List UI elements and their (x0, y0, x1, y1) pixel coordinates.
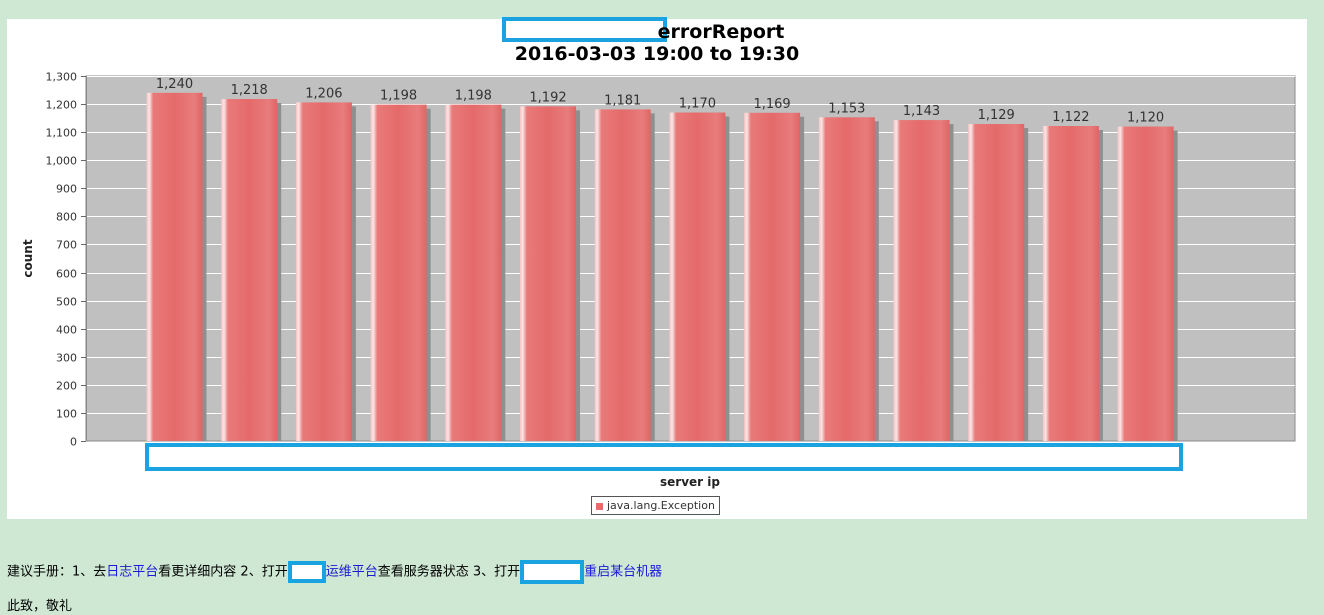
y-tick-label: 500 (56, 296, 77, 309)
bar (295, 102, 352, 442)
bar (370, 104, 427, 441)
bar-value-label: 1,120 (1127, 111, 1164, 126)
y-axis-label: count (21, 239, 35, 277)
y-tick-label: 400 (56, 324, 77, 337)
y-tick-label: 900 (56, 183, 77, 196)
bar-value-label: 1,153 (828, 101, 865, 116)
chart-subtitle: 2016-03-03 19:00 to 19:30 (514, 43, 800, 65)
redacted-inline-2 (520, 560, 585, 584)
y-tick-label: 200 (56, 380, 77, 393)
bar (744, 112, 801, 442)
y-tick-label: 100 (56, 408, 77, 421)
bar (445, 104, 502, 441)
y-tick-label: 700 (56, 239, 77, 252)
advice-manual: 建议手册：1、去日志平台看更详细内容 2、打开 运维平台查看服务器状态 3、打开 重… (7, 560, 662, 584)
bar-value-label: 1,181 (604, 93, 641, 108)
y-tick-label: 0 (70, 436, 77, 449)
chart-title: errorReport (7, 21, 1307, 43)
bar-value-label: 1,198 (380, 89, 417, 104)
chart-card: errorReport 2016-03-03 19:00 to 19:30 0 1… (7, 17, 1307, 519)
bar (146, 92, 203, 441)
legend-label: java.lang.Exception (607, 499, 715, 512)
bar-value-label: 1,143 (903, 104, 940, 119)
bar (968, 124, 1025, 441)
bar-value-label: 1,170 (679, 97, 716, 112)
y-tick-label: 1,200 (46, 99, 78, 112)
redacted-x-axis-labels (145, 443, 1183, 471)
legend-swatch (596, 502, 603, 510)
y-tick-label: 1,100 (46, 127, 78, 140)
bar-value-label: 1,206 (305, 86, 342, 101)
y-tick-label: 1,300 (46, 71, 78, 84)
redacted-title-block (502, 17, 667, 42)
bar-value-label: 1,169 (753, 97, 790, 112)
y-tick-label: 800 (56, 211, 77, 224)
bar (1042, 125, 1099, 441)
chart-legend: java.lang.Exception (591, 496, 720, 515)
closing-line: 此致，敬礼 (7, 599, 73, 614)
bar (1117, 126, 1174, 442)
advice-part2: 看更详细内容 2、打开 (158, 564, 288, 580)
bar (594, 109, 651, 442)
bar-value-label: 1,218 (231, 83, 268, 98)
advice-prefix: 建议手册：1、去 (7, 564, 107, 580)
advice-part3: 查看服务器状态 3、打开 (377, 564, 521, 580)
bar (520, 106, 576, 442)
bar (818, 117, 875, 442)
bar-value-label: 1,240 (156, 77, 193, 92)
log-platform-link[interactable]: 日志平台 (106, 564, 159, 580)
x-axis-label: server ip (660, 475, 720, 489)
restart-machine-link[interactable]: 重启某台机器 (584, 564, 663, 580)
bar-chart: 0 100 200 300 400 500 600 700 800 900 1,000 1,100 1,… (21, 71, 1296, 489)
y-tick-label: 300 (56, 352, 77, 365)
chart-title-text: errorReport (657, 21, 785, 43)
redacted-inline-1 (287, 561, 326, 583)
y-tick-label: 600 (56, 268, 77, 281)
bar-value-label: 1,198 (455, 89, 492, 104)
bar (893, 120, 950, 441)
ops-platform-link[interactable]: 运维平台 (325, 564, 378, 580)
bar (669, 112, 726, 441)
bar-value-label: 1,192 (529, 90, 566, 105)
bar-value-label: 1,129 (978, 108, 1015, 123)
bar-value-label: 1,122 (1052, 110, 1089, 125)
y-tick-label: 1,000 (46, 155, 78, 168)
bar (221, 99, 278, 442)
